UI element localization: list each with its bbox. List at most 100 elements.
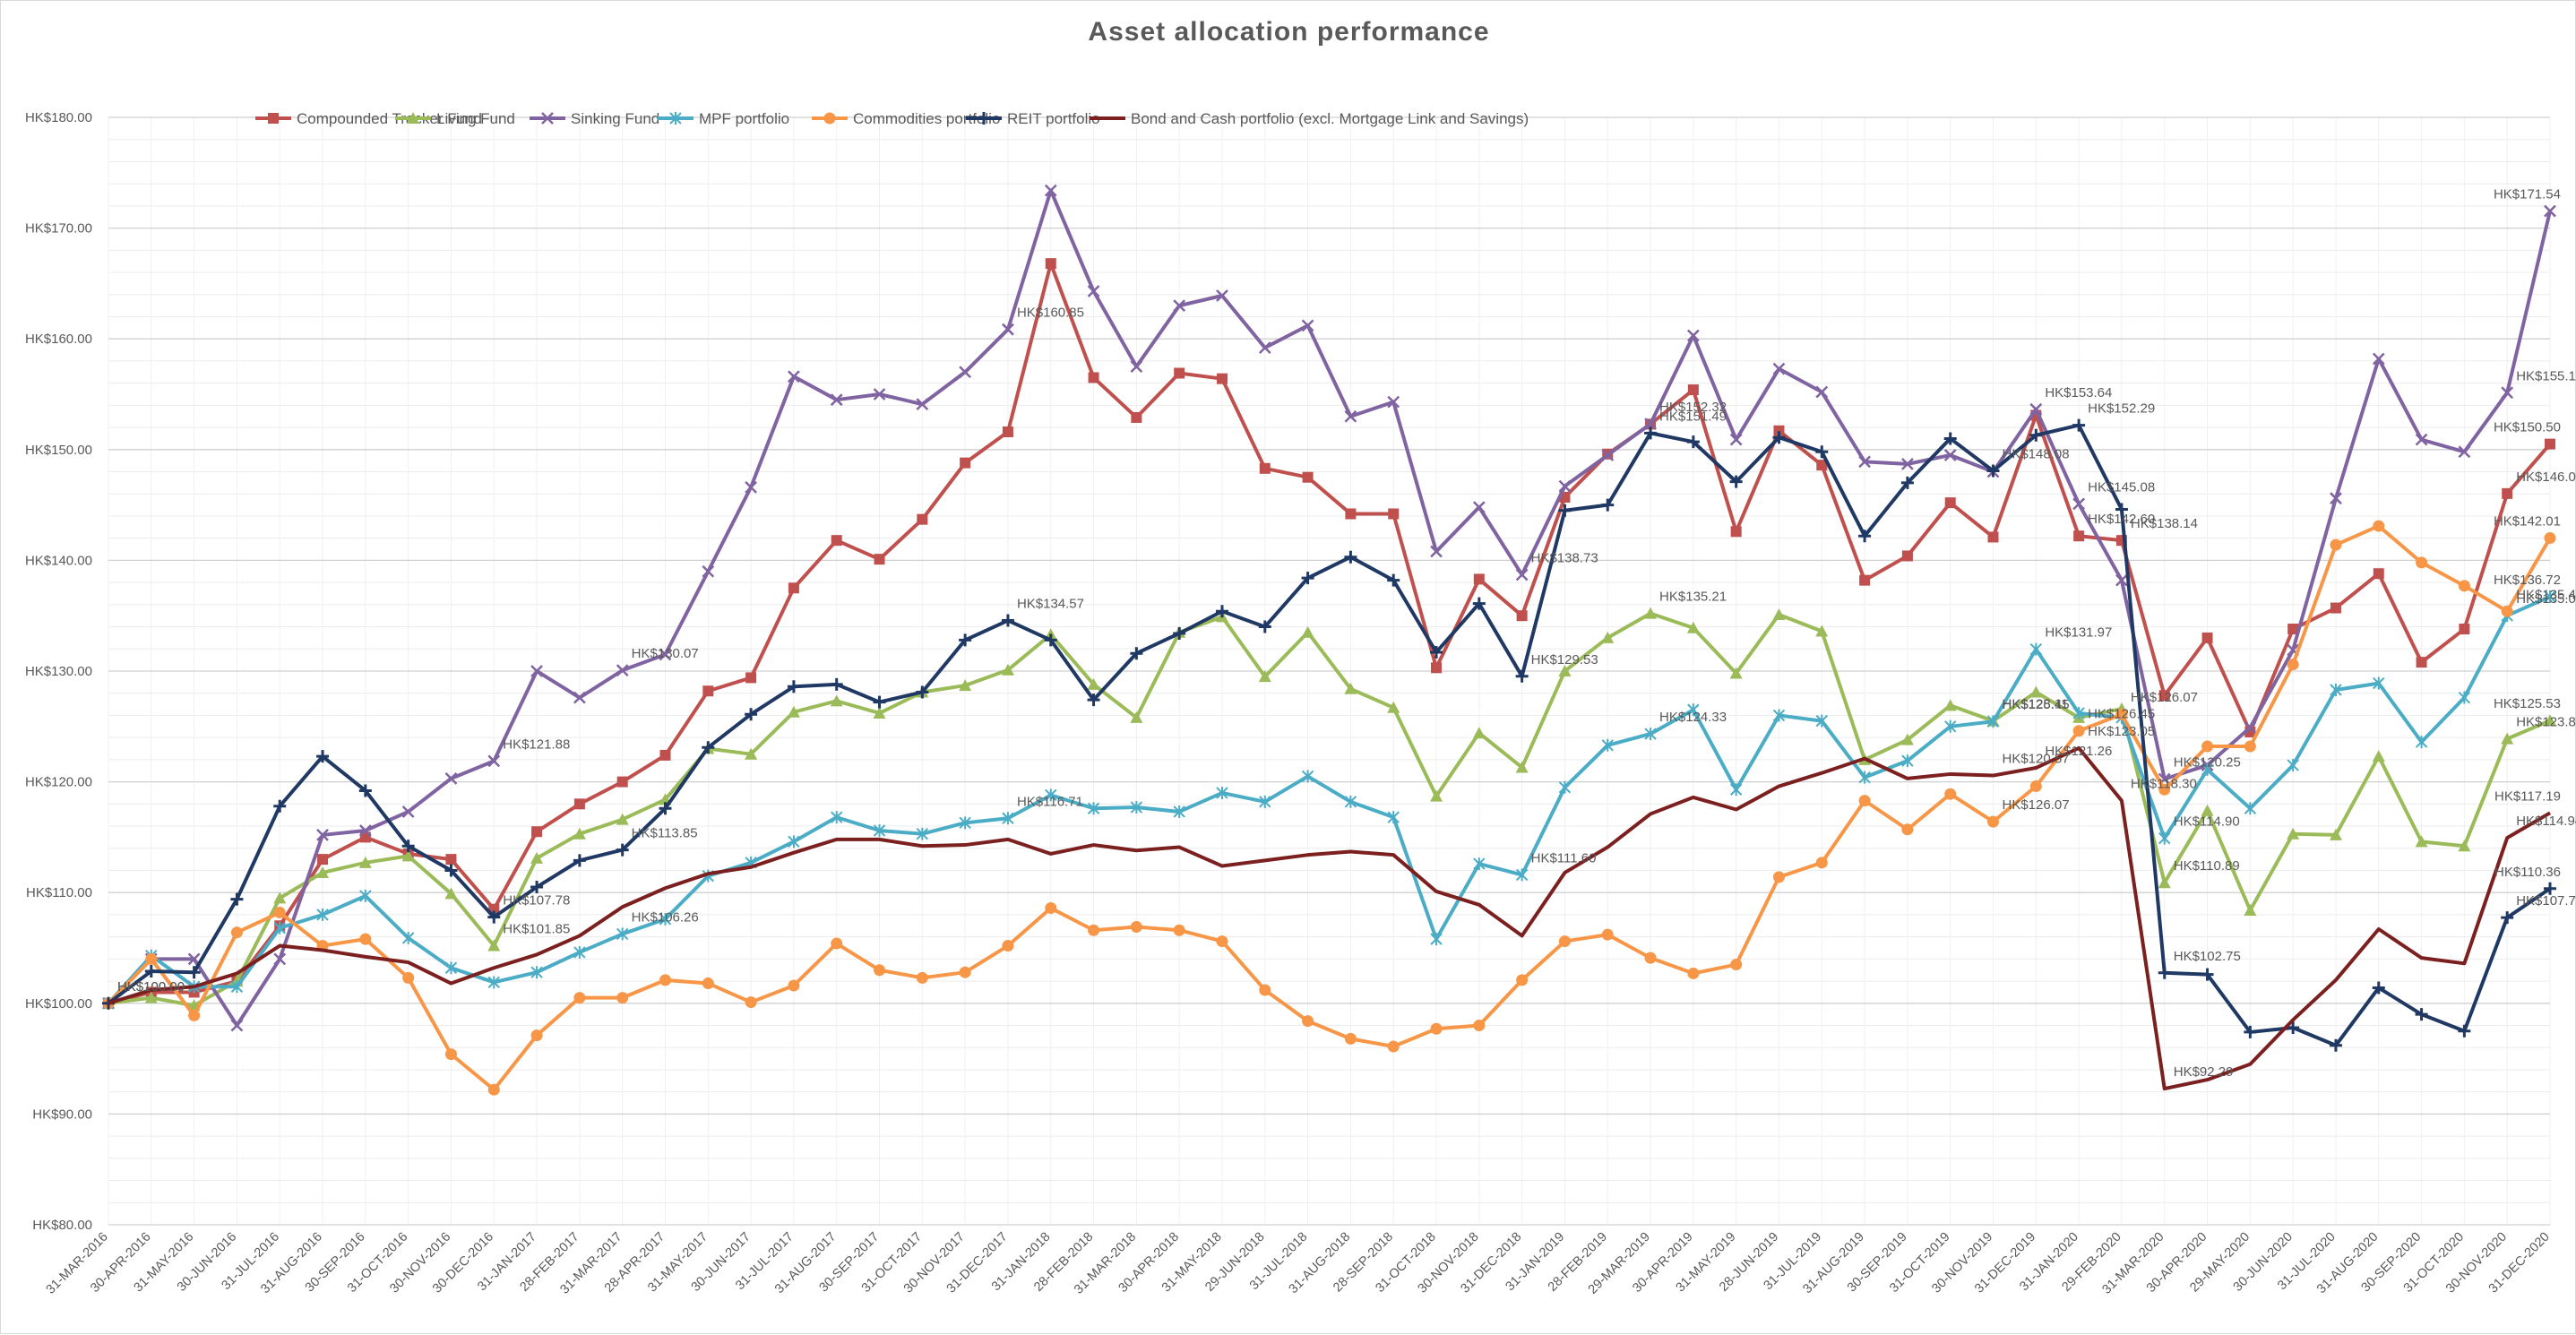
legend-label: Compounded Tracker Fund — [297, 110, 482, 127]
point-marker — [1174, 367, 1185, 379]
data-label: HK$92.29 — [2174, 1064, 2234, 1080]
data-label: HK$124.33 — [1659, 710, 1727, 725]
point-marker — [1601, 738, 1614, 752]
point-marker — [2072, 706, 2085, 719]
point-marker — [1601, 449, 1615, 461]
point-marker — [1900, 733, 1914, 745]
point-marker — [1001, 663, 1014, 676]
point-marker — [1087, 677, 1100, 690]
data-label: HK$116.71 — [1017, 794, 1083, 809]
data-label: HK$138.14 — [2131, 516, 2198, 531]
point-marker — [407, 112, 419, 124]
point-marker — [1473, 573, 1485, 585]
data-label: HK$160.85 — [1017, 306, 1084, 321]
point-marker — [1258, 620, 1271, 633]
data-label: HK$146.03 — [2516, 469, 2576, 485]
legend-label: MPF portfolio — [699, 110, 789, 127]
series-0 — [103, 258, 2555, 1009]
point-marker — [1431, 662, 1443, 674]
point-marker — [573, 945, 586, 959]
data-label: HK$121.26 — [2045, 744, 2112, 759]
data-label: HK$110.89 — [2174, 858, 2240, 874]
point-marker — [316, 829, 329, 841]
point-marker — [230, 892, 244, 906]
point-marker — [959, 816, 971, 830]
point-marker — [873, 388, 886, 400]
point-marker — [1901, 457, 1914, 470]
point-marker — [1815, 857, 1828, 869]
point-marker — [2502, 487, 2513, 499]
series-6 — [108, 745, 2552, 1091]
point-marker — [1130, 801, 1143, 814]
point-marker — [2029, 642, 2043, 656]
point-marker — [669, 112, 682, 125]
point-marker — [1344, 682, 1357, 694]
legend-item: Compounded Tracker Fund — [255, 110, 482, 127]
point-marker — [2544, 532, 2556, 545]
data-label: HK$142.60 — [2088, 512, 2155, 527]
point-marker — [659, 912, 672, 926]
point-marker — [2029, 428, 2043, 442]
point-marker — [1301, 319, 1314, 332]
data-label: HK$128.11 — [2003, 697, 2069, 712]
point-marker — [1387, 701, 1400, 713]
point-marker — [2416, 556, 2428, 569]
point-marker — [2244, 1025, 2257, 1038]
point-marker — [1344, 1032, 1357, 1045]
point-marker — [188, 1009, 201, 1021]
point-marker — [2287, 624, 2299, 635]
point-marker — [2373, 676, 2385, 690]
point-marker — [530, 851, 544, 864]
point-marker — [702, 564, 715, 578]
data-label: HK$125.45 — [2003, 697, 2070, 712]
data-label: HK$151.49 — [1659, 409, 1727, 424]
point-marker — [1601, 631, 1615, 643]
point-marker — [1301, 572, 1314, 585]
y-tick-label: HK$130.00 — [25, 664, 92, 679]
point-marker — [1001, 614, 1014, 627]
point-marker — [573, 827, 586, 840]
point-marker — [1987, 815, 2000, 828]
point-marker — [1815, 385, 1829, 399]
point-marker — [2415, 1008, 2428, 1021]
point-marker — [2458, 580, 2470, 592]
point-marker — [1216, 935, 1228, 948]
point-marker — [2458, 840, 2471, 852]
data-label: HK$117.19 — [2494, 788, 2561, 804]
series-3 — [102, 590, 2556, 1010]
point-marker — [1686, 435, 1700, 449]
point-marker — [1388, 508, 1400, 520]
point-marker — [616, 992, 629, 1004]
legend-item: Commodities portfolio — [812, 110, 1000, 127]
point-marker — [1858, 455, 1871, 469]
series-line — [108, 745, 2552, 1091]
point-marker — [1687, 703, 1700, 717]
point-marker — [1558, 479, 1572, 493]
point-marker — [959, 633, 972, 647]
point-marker — [959, 679, 972, 692]
point-marker — [2158, 876, 2171, 889]
point-marker — [1301, 770, 1314, 783]
point-marker — [444, 864, 458, 877]
point-marker — [1044, 184, 1057, 197]
point-marker — [1772, 362, 1786, 375]
point-marker — [2029, 780, 2042, 793]
point-marker — [487, 1083, 500, 1096]
point-marker — [2201, 632, 2213, 643]
y-tick-label: HK$170.00 — [25, 221, 92, 237]
point-marker — [1430, 545, 1443, 558]
point-marker — [2244, 721, 2257, 734]
point-marker — [358, 856, 372, 868]
point-marker — [2501, 605, 2513, 617]
point-marker — [444, 772, 458, 785]
point-marker — [444, 961, 458, 975]
point-marker — [873, 695, 886, 709]
point-marker — [1130, 921, 1142, 934]
point-marker — [1687, 384, 1699, 396]
point-marker — [616, 776, 628, 788]
point-marker — [530, 966, 543, 979]
point-marker — [1943, 719, 1957, 733]
point-marker — [273, 906, 286, 918]
point-marker — [1773, 425, 1785, 436]
